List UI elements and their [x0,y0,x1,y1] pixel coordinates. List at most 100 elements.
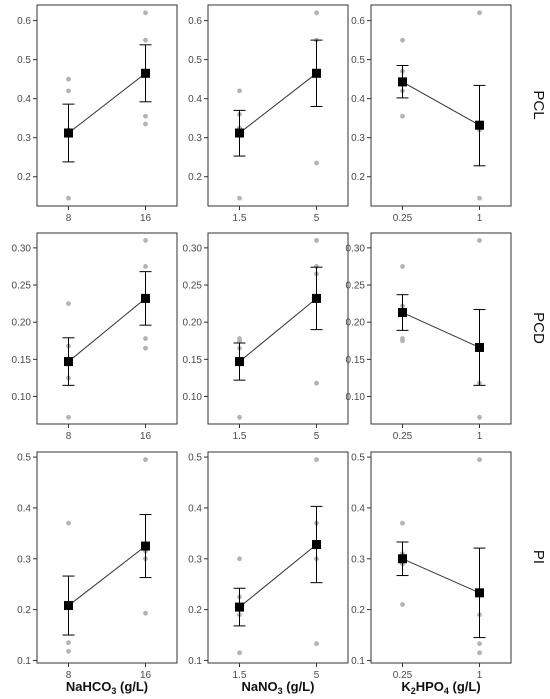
data-point [314,10,319,16]
y-tick-label: 0.3 [17,554,31,565]
row-label: PCD [530,312,547,344]
data-point [400,37,405,43]
data-point [400,264,405,269]
y-tick-label: 0.30 [183,243,203,254]
y-tick-label: 0.3 [17,133,31,144]
panel-frame [370,4,512,207]
panel-frame [36,232,178,425]
y-tick-label: 0.3 [351,133,365,144]
y-tick-label: 0.2 [351,172,365,183]
data-point [66,414,71,420]
data-point [66,648,71,654]
data-point [143,264,148,269]
y-tick-label: 0.2 [188,605,202,616]
data-point [237,88,242,94]
x-tick-label: 1.5 [233,670,247,681]
data-point [143,121,148,127]
data-point [66,76,71,82]
mean-connector-line [402,81,480,126]
panel-frame [370,232,512,425]
x-tick-label: 0.25 [393,670,413,681]
data-point [477,414,482,420]
y-tick-label: 0.3 [351,554,365,565]
y-tick-label: 0.6 [188,16,202,27]
y-tick-label: 0.1 [351,656,365,667]
data-point [477,650,482,656]
x-tick-label: 5 [314,213,320,224]
mean-connector-line [239,72,317,134]
data-point [237,336,242,341]
y-tick-label: 0.4 [17,503,31,514]
mean-connector-line [402,312,480,348]
mean-marker [64,601,73,611]
y-tick-label: 0.3 [188,554,202,565]
y-tick-label: 0.20 [346,318,366,329]
y-tick-label: 0.2 [17,605,31,616]
mean-marker [141,541,150,551]
y-tick-label: 0.2 [351,605,365,616]
data-point [143,10,148,16]
data-point [237,414,242,420]
data-point [477,10,482,16]
y-tick-label: 0.5 [188,55,202,66]
x-tick-label: 8 [66,431,72,442]
x-tick-label: 1 [477,431,483,442]
data-point [66,520,71,526]
data-point [143,113,148,119]
mean-marker [475,588,484,598]
mean-marker [398,554,407,564]
y-tick-label: 0.20 [183,318,203,329]
row-label: PI [530,550,547,564]
y-tick-label: 0.30 [12,243,32,254]
data-point [143,238,148,243]
x-axis-title: K2HPO4 (g/L) [401,679,480,696]
mean-connector-line [402,558,480,594]
y-tick-label: 0.1 [188,656,202,667]
mean-marker [475,120,484,130]
data-point [66,640,71,646]
y-tick-label: 0.25 [12,281,32,292]
x-tick-label: 16 [140,431,152,442]
x-tick-label: 1 [477,213,483,224]
data-point [314,160,319,166]
x-tick-label: 16 [140,213,152,224]
x-tick-label: 1.5 [233,213,247,224]
data-point [143,457,148,463]
y-tick-label: 0.10 [12,392,32,403]
data-point [477,195,482,201]
panel-frame [207,4,349,207]
mean-connector-line [68,545,146,606]
y-tick-label: 0.6 [17,16,31,27]
mean-marker [64,357,73,367]
mean-connector-line [68,72,146,134]
y-tick-label: 0.2 [17,172,31,183]
y-tick-label: 0.10 [346,392,366,403]
mean-marker [141,293,150,303]
x-tick-label: 8 [66,213,72,224]
mean-marker [398,77,407,87]
mean-marker [141,68,150,78]
data-point [237,195,242,201]
y-tick-label: 0.5 [17,453,31,464]
data-point [143,37,148,43]
y-tick-label: 0.1 [17,656,31,667]
x-tick-label: 5 [314,670,320,681]
x-tick-label: 1 [477,670,483,681]
y-tick-label: 0.4 [188,503,202,514]
data-point [237,556,242,562]
mean-marker [312,68,321,78]
y-tick-label: 0.5 [351,453,365,464]
x-axis-title: NaHCO3 (g/L) [66,679,148,696]
y-tick-label: 0.15 [183,355,203,366]
y-tick-label: 0.25 [183,281,203,292]
data-point [237,650,242,656]
x-axis-title: NaNO3 (g/L) [242,679,315,696]
y-tick-label: 0.4 [351,503,365,514]
data-point [314,641,319,647]
y-tick-label: 0.5 [17,55,31,66]
row-label: PCL [530,90,547,119]
y-tick-label: 0.20 [12,318,32,329]
data-point [400,113,405,119]
